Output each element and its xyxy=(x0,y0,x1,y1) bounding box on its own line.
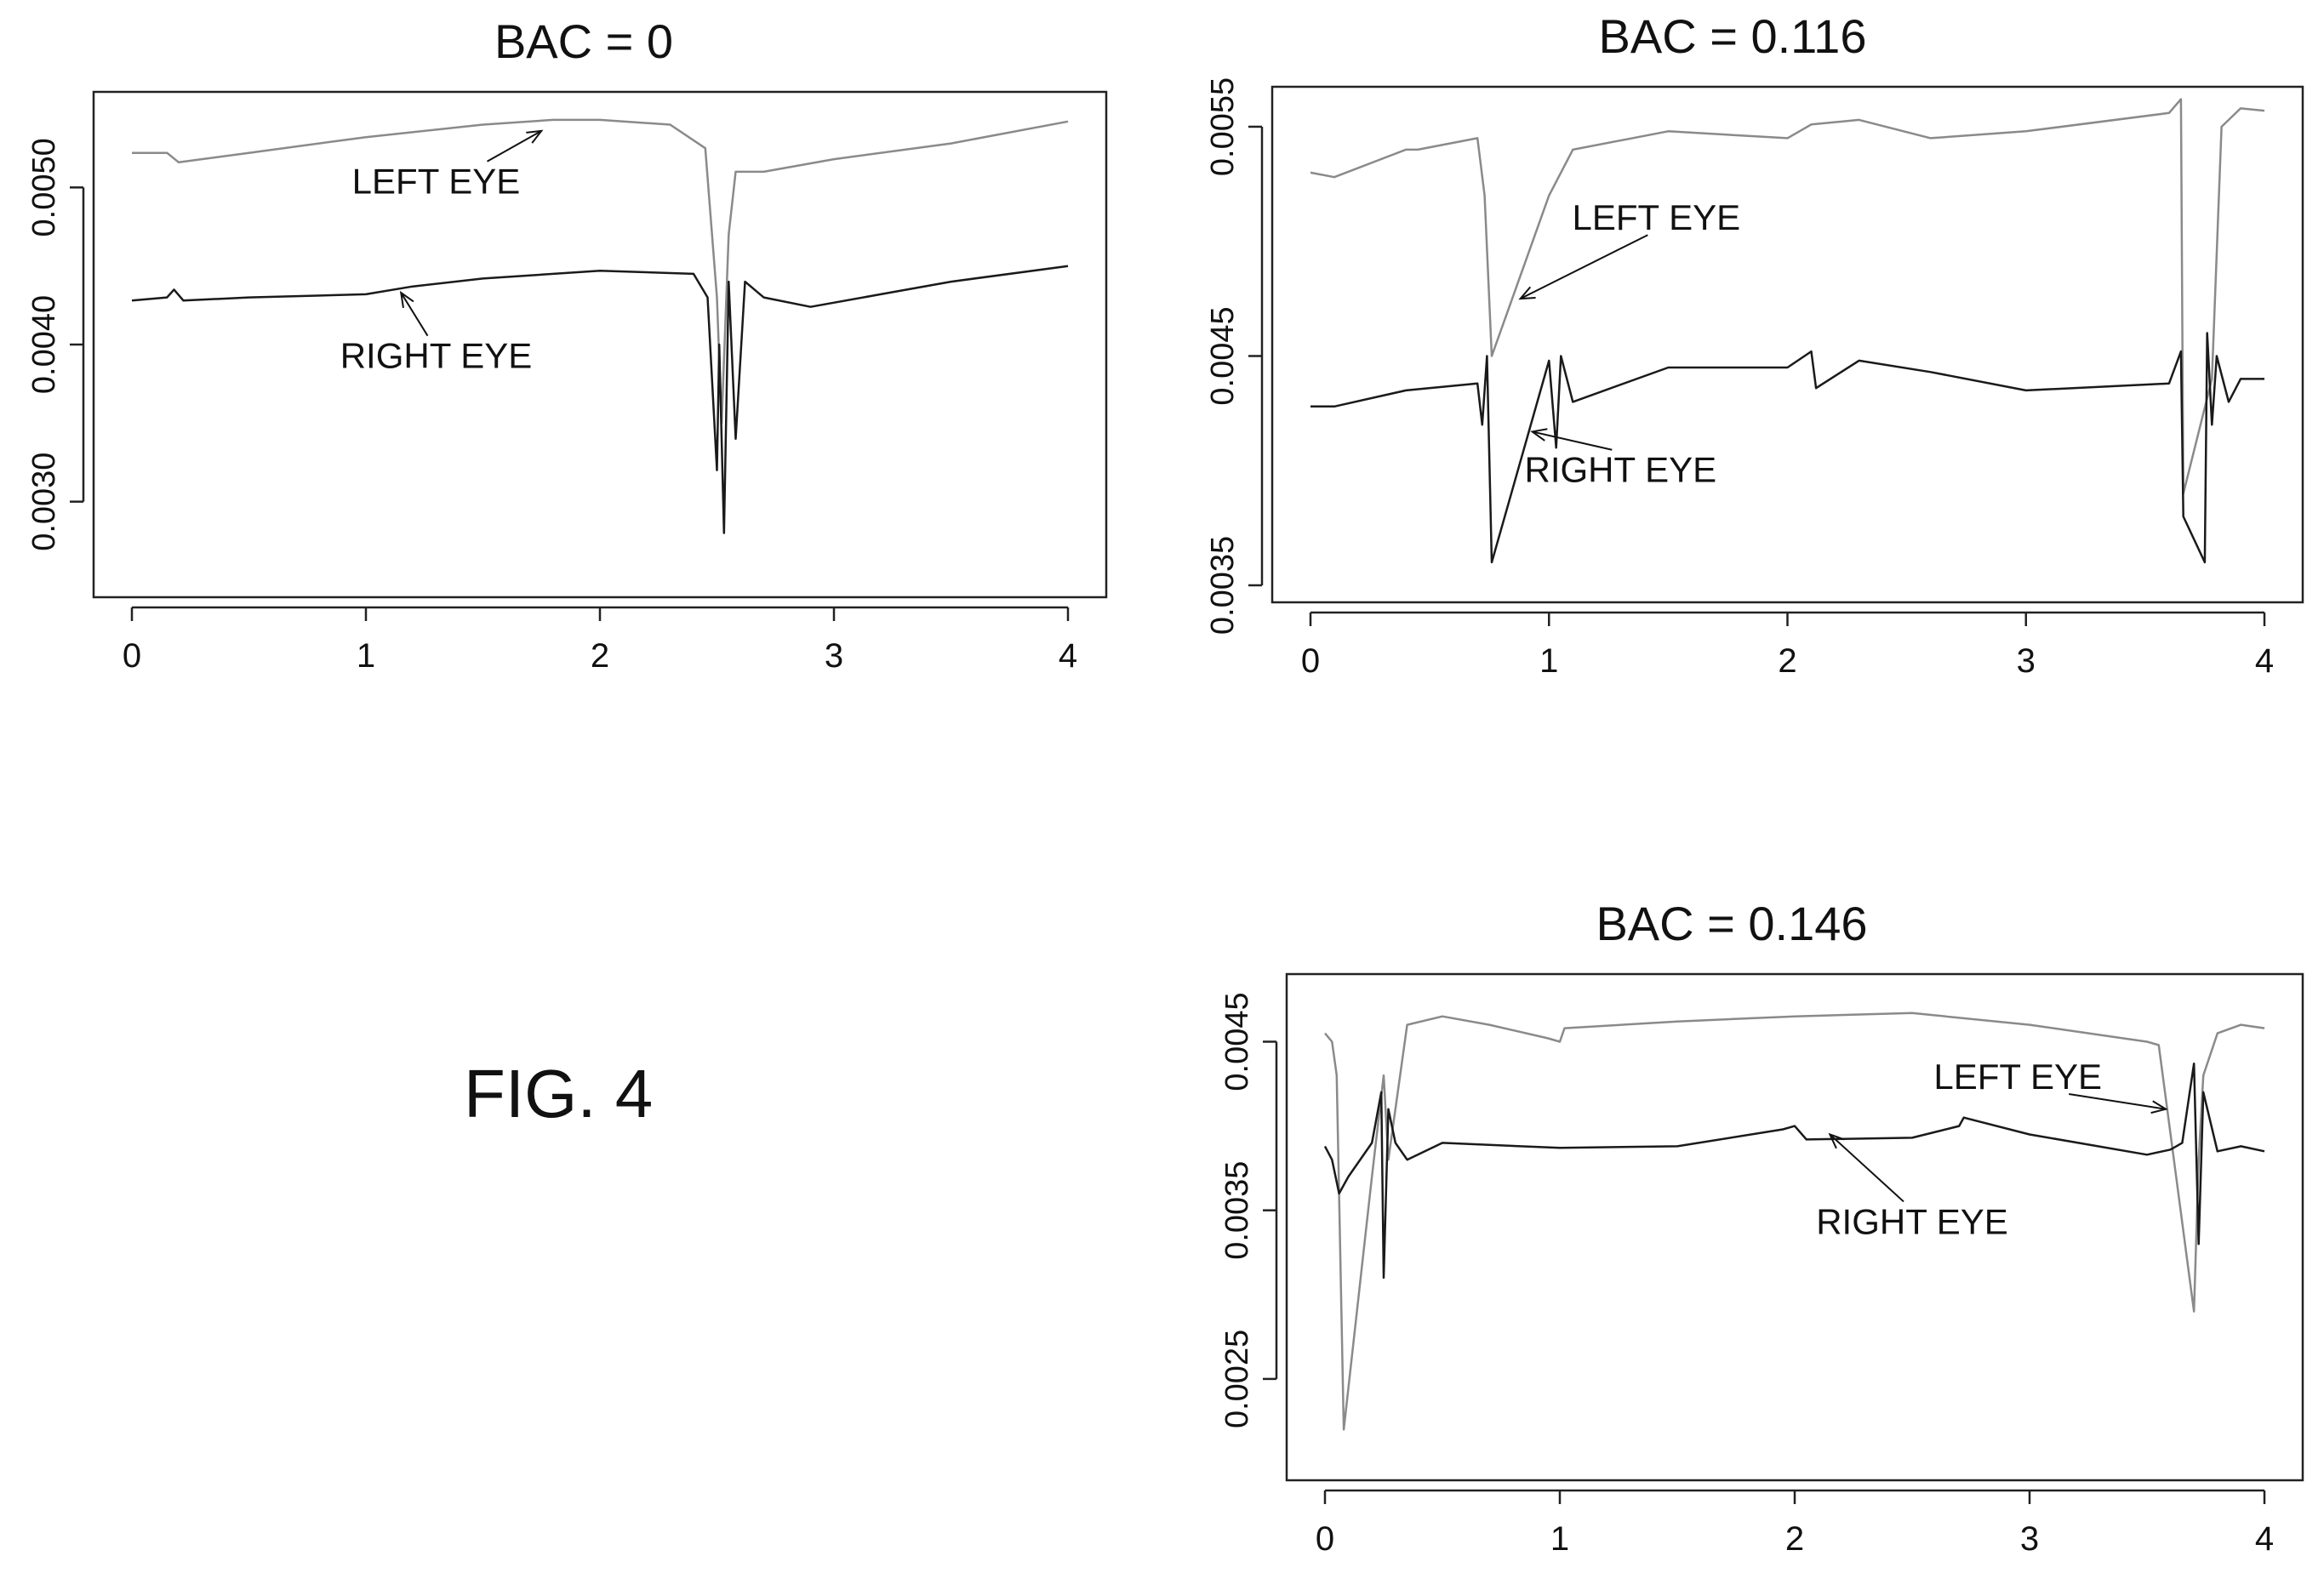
x-tick-label: 4 xyxy=(2255,642,2274,680)
x-tick-label: 1 xyxy=(1539,642,1558,680)
x-tick-label: 2 xyxy=(1785,1520,1804,1558)
arrow-head xyxy=(1828,1132,1845,1149)
x-tick-label: 3 xyxy=(2017,642,2036,680)
x-tick-label: 3 xyxy=(2020,1520,2039,1558)
y-tick-label: 0.0055 xyxy=(1205,77,1241,176)
annotation-label: LEFT EYE xyxy=(1573,197,1741,237)
chart-title: BAC = 0.116 xyxy=(1599,9,1867,63)
chart-title: BAC = 0.146 xyxy=(1596,897,1867,950)
x-tick-label: 2 xyxy=(1778,642,1796,680)
annotation-arrow xyxy=(400,292,429,337)
x-tick-label: 1 xyxy=(1550,1520,1569,1558)
chart-1: BAC = 0 0 1 2 3 4 0.0030 0.0040 0.0050 LEFT EYE RI… xyxy=(26,14,1108,675)
annotation-label: LEFT EYE xyxy=(352,162,521,202)
x-tick-label: 2 xyxy=(591,637,609,675)
y-tick-label: 0.0025 xyxy=(1219,1330,1255,1428)
y-tick-label: 0.0030 xyxy=(26,453,62,551)
x-tick-label: 4 xyxy=(1059,637,1077,675)
y-tick-label: 0.0045 xyxy=(1219,992,1255,1091)
x-tick-label: 1 xyxy=(357,637,375,675)
x-tick-label: 0 xyxy=(123,637,141,675)
x-tick-label: 3 xyxy=(825,637,843,675)
left-eye-line xyxy=(1324,1012,2265,1431)
arrow-head xyxy=(399,290,414,309)
arrow-head xyxy=(2150,1100,2168,1114)
annotation-arrow xyxy=(487,129,542,162)
y-tick-label: 0.0035 xyxy=(1219,1161,1255,1260)
annotation-label: LEFT EYE xyxy=(1933,1057,2102,1097)
x-tick-label: 0 xyxy=(1301,642,1320,680)
plot-frame xyxy=(1285,972,2304,1482)
figure-label: FIG. 4 xyxy=(464,1056,654,1131)
x-tick-label: 4 xyxy=(2255,1520,2274,1558)
right-eye-line xyxy=(131,265,1069,534)
y-tick-label: 0.0045 xyxy=(1205,306,1241,405)
y-tick-label: 0.0035 xyxy=(1205,536,1241,635)
annotation-arrow xyxy=(2069,1092,2167,1110)
annotation-label: RIGHT EYE xyxy=(340,336,533,376)
chart-3: BAC = 0.146 0 1 2 3 4 0.0025 0.0035 0.0045 LEFT E… xyxy=(1219,897,2304,1558)
y-tick-label: 0.0040 xyxy=(26,295,62,394)
arrow-head xyxy=(1530,428,1548,442)
arrow-head xyxy=(1518,286,1536,300)
right-eye-line xyxy=(1310,332,2264,564)
annotation-label: RIGHT EYE xyxy=(1525,450,1717,490)
annotation-arrow xyxy=(1520,234,1648,299)
y-tick-label: 0.0050 xyxy=(26,138,62,237)
chart-2: BAC = 0.116 0 1 2 3 4 0.0035 0.0045 0.0055 LEFT E… xyxy=(1205,9,2304,680)
plot-frame xyxy=(92,90,1108,599)
plot-frame xyxy=(1270,85,2304,604)
arrow-head xyxy=(526,129,544,144)
right-eye-line xyxy=(1323,1062,2265,1279)
annotation-label: RIGHT EYE xyxy=(1816,1201,2008,1241)
x-tick-label: 0 xyxy=(1316,1520,1334,1558)
annotation-arrow xyxy=(1829,1133,1904,1203)
left-eye-line xyxy=(132,118,1069,425)
chart-title: BAC = 0 xyxy=(494,14,673,68)
annotation-arrow xyxy=(1532,430,1613,451)
left-eye-line xyxy=(1310,98,2265,495)
